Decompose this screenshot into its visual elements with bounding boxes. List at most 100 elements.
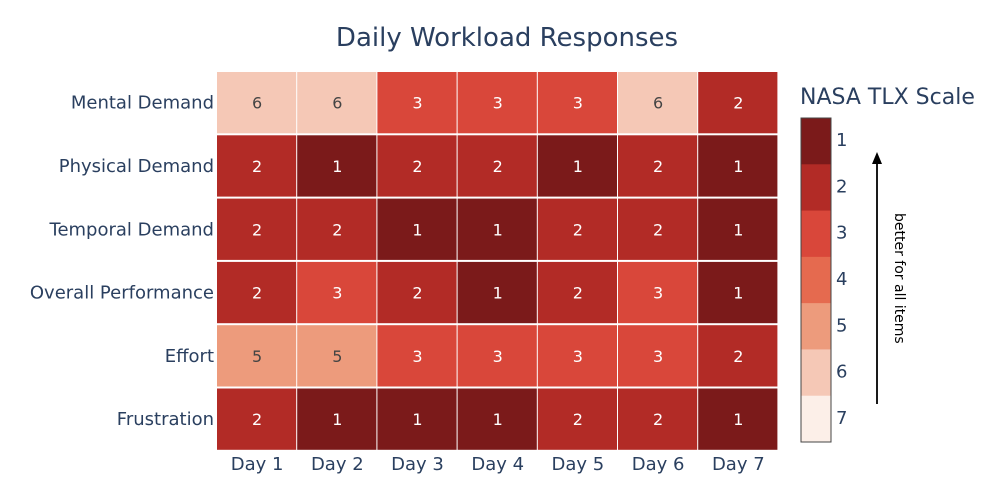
heatmap-cell bbox=[698, 72, 778, 134]
y-tick-label: Overall Performance bbox=[30, 283, 214, 304]
colorbar-annotation: better for all items bbox=[891, 213, 907, 344]
heatmap-cell bbox=[537, 388, 617, 450]
cell-value-label: 2 bbox=[733, 347, 743, 366]
cell-value-label: 1 bbox=[733, 284, 743, 303]
chart-title: Daily Workload Responses bbox=[336, 23, 678, 53]
cell-value-label: 1 bbox=[332, 157, 342, 176]
heatmap-cell bbox=[297, 388, 377, 450]
cell-value-label: 3 bbox=[332, 284, 342, 303]
heatmap-cell bbox=[297, 261, 377, 324]
heatmap-cell bbox=[457, 135, 537, 197]
x-tick-label: Day 2 bbox=[311, 454, 364, 475]
colorbar-segment bbox=[801, 256, 831, 304]
heatmap-cell bbox=[377, 388, 457, 450]
heatmap-cell bbox=[618, 388, 698, 450]
heatmap-cell bbox=[698, 388, 778, 450]
heatmap-cell bbox=[297, 72, 377, 134]
heatmap-cell bbox=[618, 261, 698, 324]
heatmap-cell bbox=[377, 261, 457, 324]
heatmap-cell bbox=[377, 198, 457, 260]
cell-value-label: 3 bbox=[573, 94, 583, 113]
cell-value-label: 2 bbox=[252, 410, 262, 429]
colorbar-segment bbox=[801, 349, 831, 397]
cell-value-label: 2 bbox=[573, 220, 583, 239]
cell-value-label: 3 bbox=[653, 284, 663, 303]
colorbar-tick-label: 3 bbox=[836, 223, 847, 244]
cell-value-label: 1 bbox=[493, 284, 503, 303]
y-axis-labels: Mental Demand Physical Demand Temporal Dem… bbox=[30, 93, 214, 430]
heatmap-cell bbox=[297, 325, 377, 387]
heatmap-cell bbox=[297, 198, 377, 260]
cell-value-label: 2 bbox=[573, 284, 583, 303]
colorbar-frame bbox=[800, 117, 832, 443]
heatmap-cell bbox=[698, 261, 778, 324]
cell-value-label: 1 bbox=[412, 220, 422, 239]
colorbar-tick-label: 5 bbox=[836, 315, 847, 336]
heatmap-cell bbox=[618, 72, 698, 134]
heatmap-cell bbox=[618, 325, 698, 387]
colorbar-segment bbox=[801, 164, 831, 212]
heatmap-cell bbox=[217, 135, 297, 197]
colorbar-tick-label: 6 bbox=[836, 362, 847, 383]
cell-value-label: 2 bbox=[653, 410, 663, 429]
y-tick-label: Frustration bbox=[117, 409, 214, 430]
heatmap-cell bbox=[217, 325, 297, 387]
cell-value-label: 2 bbox=[332, 220, 342, 239]
heatmap-cell bbox=[457, 72, 537, 134]
y-tick-label: Temporal Demand bbox=[49, 219, 214, 240]
cell-value-label: 1 bbox=[733, 220, 743, 239]
cell-value-label: 5 bbox=[252, 347, 262, 366]
cell-value-label: 1 bbox=[733, 410, 743, 429]
cell-value-label: 3 bbox=[412, 347, 422, 366]
heatmap-cell bbox=[698, 198, 778, 260]
cell-value-label: 1 bbox=[493, 220, 503, 239]
colorbar-tick-label: 4 bbox=[836, 269, 847, 290]
heatmap-cell bbox=[537, 135, 617, 197]
colorbar-segment bbox=[801, 395, 831, 443]
heatmap-cell bbox=[537, 261, 617, 324]
y-tick-label: Physical Demand bbox=[59, 156, 214, 177]
cell-value-label: 3 bbox=[653, 347, 663, 366]
cell-value-label: 2 bbox=[252, 157, 262, 176]
colorbar-title: NASA TLX Scale bbox=[800, 85, 975, 110]
cell-value-label: 6 bbox=[252, 94, 262, 113]
colorbar-segment bbox=[801, 303, 831, 350]
cell-value-label: 3 bbox=[493, 94, 503, 113]
heatmap-cell bbox=[618, 198, 698, 260]
heatmap-cell bbox=[457, 198, 537, 260]
cell-value-label: 2 bbox=[252, 220, 262, 239]
colorbar-tick-label: 1 bbox=[836, 130, 847, 151]
cell-value-label: 3 bbox=[573, 347, 583, 366]
heatmap-cell bbox=[457, 261, 537, 324]
cell-value-label: 1 bbox=[733, 157, 743, 176]
cell-value-label: 3 bbox=[412, 94, 422, 113]
better-arrow-icon bbox=[872, 152, 882, 404]
x-axis-labels: Day 1 Day 2 Day 3 Day 4 Day 5 Day 6 Day 7 bbox=[231, 454, 765, 475]
cell-value-label: 3 bbox=[493, 347, 503, 366]
heatmap-cell bbox=[698, 325, 778, 387]
x-tick-label: Day 7 bbox=[712, 454, 765, 475]
x-tick-label: Day 1 bbox=[231, 454, 284, 475]
heatmap-cell bbox=[537, 325, 617, 387]
colorbar-tick-label: 7 bbox=[836, 408, 847, 429]
cell-value-label: 6 bbox=[332, 94, 342, 113]
heatmap-cell bbox=[537, 198, 617, 260]
heatmap-cell bbox=[377, 72, 457, 134]
cell-value-label: 2 bbox=[412, 284, 422, 303]
cell-value-label: 2 bbox=[733, 94, 743, 113]
cell-value-label: 5 bbox=[332, 347, 342, 366]
heatmap-cell bbox=[217, 72, 297, 134]
heatmap-cell bbox=[217, 198, 297, 260]
colorbar: 1 2 3 4 5 6 7 bbox=[800, 117, 847, 443]
heatmap-cell bbox=[217, 388, 297, 450]
cell-value-label: 1 bbox=[493, 410, 503, 429]
cell-value-label: 2 bbox=[653, 157, 663, 176]
heatmap-cell bbox=[698, 135, 778, 197]
heatmap-cell bbox=[457, 388, 537, 450]
cell-value-label: 2 bbox=[412, 157, 422, 176]
colorbar-segment bbox=[801, 210, 831, 258]
heatmap-cell bbox=[537, 72, 617, 134]
cell-value-label: 2 bbox=[653, 220, 663, 239]
cell-value-label: 2 bbox=[252, 284, 262, 303]
